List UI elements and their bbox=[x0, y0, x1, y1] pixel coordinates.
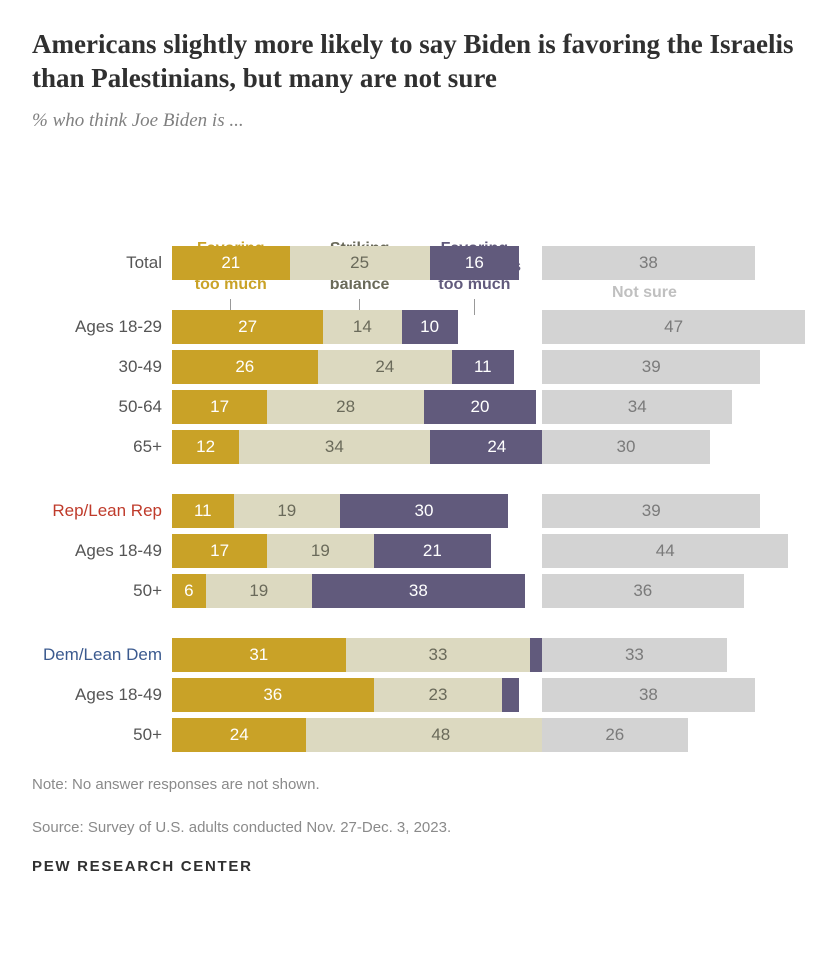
bars-column: 3623 38 bbox=[172, 678, 808, 712]
row-label: Rep/Lean Rep bbox=[32, 501, 172, 521]
data-row: Ages 18-493623 38 bbox=[32, 678, 808, 712]
rows-container: Total21251638Ages 18-292714104730-492624… bbox=[32, 246, 808, 752]
chart-source: Source: Survey of U.S. adults conducted … bbox=[32, 817, 808, 838]
data-row: Dem/Lean Dem313333 bbox=[32, 638, 808, 672]
legend-row: Not sure FavoringIsraelistoo muchStrikin… bbox=[32, 150, 808, 240]
not-sure-bar: 38 bbox=[542, 246, 755, 280]
segment-gold: 27 bbox=[172, 310, 323, 344]
segment-beige: 19 bbox=[234, 494, 340, 528]
segment-gold: 6 bbox=[172, 574, 206, 608]
segment-beige: 33 bbox=[346, 638, 531, 672]
segment-gold: 26 bbox=[172, 350, 318, 384]
bars-column: 271410 47 bbox=[172, 310, 808, 344]
segment-beige: 23 bbox=[374, 678, 503, 712]
bars-column: 262411 39 bbox=[172, 350, 808, 384]
row-label: Ages 18-49 bbox=[32, 541, 172, 561]
stacked-bar: 171921 bbox=[172, 534, 491, 568]
segment-gold: 36 bbox=[172, 678, 374, 712]
segment-gold: 21 bbox=[172, 246, 290, 280]
stacked-bar: 212516 bbox=[172, 246, 519, 280]
segment-beige: 14 bbox=[323, 310, 401, 344]
not-sure-bar: 39 bbox=[542, 350, 760, 384]
stacked-bar: 123424 bbox=[172, 430, 564, 464]
not-sure-bar: 33 bbox=[542, 638, 727, 672]
data-row: 65+12342430 bbox=[32, 430, 808, 464]
data-row: 50+61938 36 bbox=[32, 574, 808, 608]
bars-column: 12342430 bbox=[172, 430, 808, 464]
row-label: Ages 18-29 bbox=[32, 317, 172, 337]
not-sure-bar: 44 bbox=[542, 534, 788, 568]
data-row: 50+244826 bbox=[32, 718, 808, 752]
row-label: 50+ bbox=[32, 725, 172, 745]
segment-beige: 48 bbox=[306, 718, 575, 752]
chart-note: Note: No answer responses are not shown. bbox=[32, 774, 808, 795]
stacked-bar: 61938 bbox=[172, 574, 525, 608]
stacked-bar: 3133 bbox=[172, 638, 547, 672]
not-sure-bar: 30 bbox=[542, 430, 710, 464]
not-sure-bar: 36 bbox=[542, 574, 744, 608]
row-label: Ages 18-49 bbox=[32, 685, 172, 705]
segment-gold: 24 bbox=[172, 718, 306, 752]
data-row: Ages 18-49171921 44 bbox=[32, 534, 808, 568]
bars-column: 61938 36 bbox=[172, 574, 808, 608]
stacked-bar: 262411 bbox=[172, 350, 514, 384]
segment-purple: 10 bbox=[402, 310, 458, 344]
stacked-bar: 2448 bbox=[172, 718, 586, 752]
segment-beige: 19 bbox=[267, 534, 373, 568]
segment-purple: 11 bbox=[452, 350, 514, 384]
row-label: 50+ bbox=[32, 581, 172, 601]
stacked-bar: 271410 bbox=[172, 310, 458, 344]
not-sure-bar: 38 bbox=[542, 678, 755, 712]
bars-column: 111930 39 bbox=[172, 494, 808, 528]
not-sure-bar: 34 bbox=[542, 390, 732, 424]
row-label: 65+ bbox=[32, 437, 172, 457]
segment-purple bbox=[502, 678, 519, 712]
bars-column: 313333 bbox=[172, 638, 808, 672]
stacked-bar: 111930 bbox=[172, 494, 508, 528]
group-gap bbox=[32, 614, 808, 638]
bars-column: 171921 44 bbox=[172, 534, 808, 568]
chart-area: Not sure FavoringIsraelistoo muchStrikin… bbox=[32, 150, 808, 752]
data-row: Rep/Lean Rep111930 39 bbox=[32, 494, 808, 528]
legend-not-sure: Not sure bbox=[612, 284, 677, 302]
segment-gold: 17 bbox=[172, 390, 267, 424]
segment-beige: 28 bbox=[267, 390, 424, 424]
not-sure-bar: 39 bbox=[542, 494, 760, 528]
bars-column: 17282034 bbox=[172, 390, 808, 424]
segment-purple: 38 bbox=[312, 574, 525, 608]
segment-gold: 12 bbox=[172, 430, 239, 464]
data-row: 50-6417282034 bbox=[32, 390, 808, 424]
row-label: 30-49 bbox=[32, 357, 172, 377]
data-row: Ages 18-29271410 47 bbox=[32, 310, 808, 344]
row-label: Total bbox=[32, 253, 172, 273]
chart-title: Americans slightly more likely to say Bi… bbox=[32, 28, 808, 96]
stacked-bar: 3623 bbox=[172, 678, 519, 712]
segment-beige: 19 bbox=[206, 574, 312, 608]
not-sure-bar: 47 bbox=[542, 310, 805, 344]
segment-purple: 16 bbox=[430, 246, 520, 280]
segment-gold: 31 bbox=[172, 638, 346, 672]
segment-purple: 30 bbox=[340, 494, 508, 528]
segment-beige: 24 bbox=[318, 350, 452, 384]
not-sure-bar: 26 bbox=[542, 718, 688, 752]
chart-subtitle: % who think Joe Biden is ... bbox=[32, 110, 808, 132]
row-label: Dem/Lean Dem bbox=[32, 645, 172, 665]
stacked-bar: 172820 bbox=[172, 390, 536, 424]
group-gap bbox=[32, 470, 808, 494]
bars-column: 244826 bbox=[172, 718, 808, 752]
segment-purple: 20 bbox=[424, 390, 536, 424]
data-row: Total212516 38 bbox=[32, 246, 808, 280]
segment-gold: 17 bbox=[172, 534, 267, 568]
segment-purple: 21 bbox=[374, 534, 492, 568]
data-row: 30-49262411 39 bbox=[32, 350, 808, 384]
segment-gold: 11 bbox=[172, 494, 234, 528]
segment-beige: 25 bbox=[290, 246, 430, 280]
footer-attribution: PEW RESEARCH CENTER bbox=[32, 858, 808, 875]
row-label: 50-64 bbox=[32, 397, 172, 417]
segment-beige: 34 bbox=[239, 430, 429, 464]
bars-column: 212516 38 bbox=[172, 246, 808, 280]
